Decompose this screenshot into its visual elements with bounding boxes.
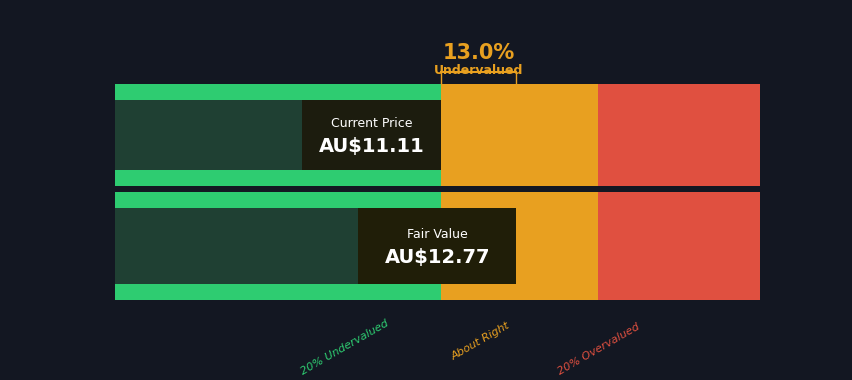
Text: Fair Value: Fair Value: [406, 228, 467, 241]
Text: AU$11.11: AU$11.11: [319, 137, 424, 156]
Bar: [440, 84, 598, 186]
Text: Undervalued: Undervalued: [434, 64, 523, 77]
Bar: [114, 208, 440, 284]
Bar: [302, 100, 440, 170]
Text: Current Price: Current Price: [331, 117, 412, 130]
Text: 20% Overvalued: 20% Overvalued: [556, 322, 641, 377]
Bar: [598, 84, 759, 186]
Bar: [440, 192, 598, 300]
Text: 13.0%: 13.0%: [442, 43, 515, 63]
Bar: [114, 100, 440, 170]
Bar: [358, 208, 516, 284]
Bar: [114, 192, 440, 300]
Text: 20% Undervalued: 20% Undervalued: [298, 318, 390, 376]
Text: AU$12.77: AU$12.77: [384, 248, 490, 267]
Bar: [114, 84, 440, 186]
Text: About Right: About Right: [449, 321, 510, 362]
Bar: [598, 192, 759, 300]
